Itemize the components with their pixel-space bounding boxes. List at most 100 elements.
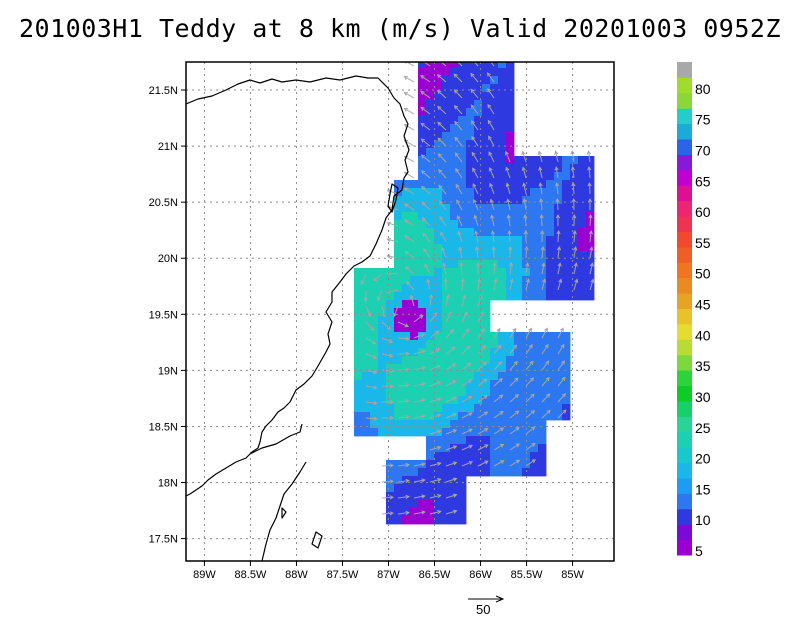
wind-cell [490,228,499,237]
wind-cell [530,332,539,341]
wind-arrow [445,413,457,419]
wind-cell [426,284,435,293]
wind-cell [402,236,411,245]
wind-cell [466,260,475,269]
wind-arrow-head [386,325,392,330]
wind-cell [474,84,483,93]
wind-cell [442,508,451,517]
wind-cell [514,380,523,389]
wind-arrow-head [539,198,544,203]
wind-arrow-head [504,150,509,156]
wind-cell [474,62,483,69]
wind-cell [426,444,435,453]
wind-cell [458,236,467,245]
wind-cell [354,300,363,309]
wind-cell [418,428,427,437]
wind-cell [458,148,467,157]
wind-cell [490,68,499,77]
wind-cell [426,148,435,157]
wind-arrow [438,169,447,179]
wind-arrow [477,362,487,371]
wind-cell [442,332,451,341]
wind-arrow-head [452,461,458,466]
wind-cell [474,188,483,197]
wind-cell [562,268,571,277]
wind-arrow-head [454,58,457,61]
wind-cell [418,172,427,181]
wind-cell [442,140,451,149]
wind-cell [482,220,491,229]
wind-arrow [373,273,383,282]
wind-cell [442,404,451,413]
wind-cell [354,420,363,429]
wind-cell [426,196,435,205]
wind-cell [394,284,403,293]
wind-cell [386,364,395,373]
wind-cell [370,420,379,429]
wind-arrow [429,446,441,451]
wind-arrow [413,366,425,371]
wind-arrow-head [559,327,564,332]
wind-cell [394,220,403,229]
wind-arrow [493,279,497,291]
wind-cell [426,476,435,485]
wind-cell [410,196,419,205]
wind-arrow-head [367,312,372,318]
wind-arrow-head [404,266,410,271]
wind-cell [506,156,515,165]
wind-arrow [387,289,399,293]
wind-cell [466,436,475,445]
wind-cell [354,268,363,277]
wind-cell [450,244,459,253]
wind-cell [434,404,443,413]
wind-cell [466,228,475,237]
wind-cell [418,276,427,285]
wind-cell [386,356,395,365]
wind-cell [498,84,507,93]
wind-arrow [397,416,409,419]
wind-arrow-head [421,462,426,467]
wind-arrow-head [586,150,591,155]
wind-cell [514,356,523,365]
wind-cell [394,308,403,317]
wind-arrow-head [445,294,450,299]
wind-arrow-head [541,262,546,267]
wind-arrow-head [468,444,474,449]
wind-cell [458,444,467,453]
wind-cell [450,148,459,157]
wind-arrow [365,417,378,420]
wind-cell [426,340,435,349]
wind-cell [530,340,539,349]
wind-cell [506,420,515,429]
wind-cell [394,196,403,205]
wind-arrow [474,215,479,227]
colorbar-swatch [677,139,692,155]
wind-cell [450,508,459,517]
wind-cell [434,500,443,509]
wind-arrow [443,263,447,275]
wind-cell [386,380,395,389]
wind-cell [418,92,427,101]
wind-cell [578,164,587,173]
wind-cell [562,252,571,261]
wind-cell [378,380,387,389]
wind-arrow-head [386,254,391,259]
wind-cell [402,252,411,261]
wind-cell [474,460,483,469]
wind-cell [466,188,475,197]
wind-cell [394,388,403,397]
wind-cell [458,452,467,461]
wind-cell [450,172,459,181]
wind-cell [546,276,555,285]
wind-cell [498,356,507,365]
wind-cell [506,436,515,445]
colorbar-swatch [677,123,692,140]
wind-cell [458,508,467,517]
wind-cell [434,292,443,301]
wind-arrow [455,152,463,163]
wind-arrow-head [386,237,391,242]
wind-arrow-head [420,90,425,95]
colorbar-swatch [677,524,692,541]
wind-cell [570,164,579,173]
wind-cell [354,404,363,413]
